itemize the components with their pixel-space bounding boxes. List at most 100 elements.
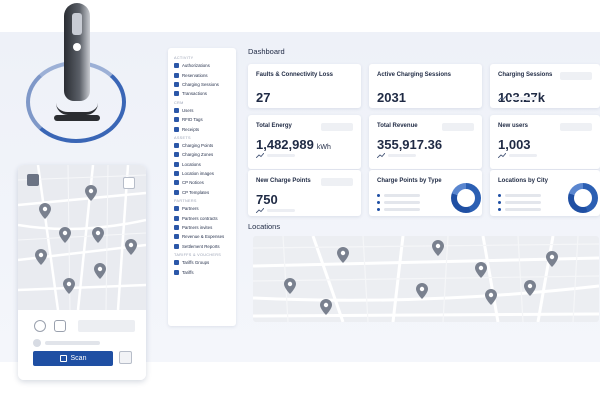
period-dropdown[interactable]	[442, 123, 474, 131]
locations-map-roads	[253, 236, 599, 322]
filter-icon[interactable]	[123, 177, 135, 189]
legend-dot	[377, 201, 380, 204]
sidebar-item[interactable]: Charging Sessions	[168, 80, 236, 89]
legend-placeholder	[505, 201, 541, 204]
locations-map[interactable]	[253, 236, 599, 322]
map-pin-icon[interactable]	[546, 251, 558, 267]
card-value-number: 1,003	[498, 137, 531, 152]
group-icon	[174, 260, 179, 266]
legend-item	[377, 194, 420, 197]
map-pin-icon[interactable]	[320, 299, 332, 315]
sidebar-item[interactable]: Authorizations	[168, 61, 236, 70]
sidebar-item-label: CP Templates	[182, 189, 210, 195]
sidebar-item[interactable]: Charging Zones	[168, 150, 236, 159]
legend-placeholder	[384, 201, 420, 204]
map-pin-icon[interactable]	[524, 280, 536, 296]
plug-icon	[54, 320, 66, 332]
sidebar-item[interactable]: Tariffs	[168, 267, 236, 276]
legend-item	[498, 208, 541, 211]
money-icon	[174, 234, 179, 240]
sidebar-item-label: Tariffs	[182, 269, 194, 275]
map-pin-icon[interactable]	[125, 239, 137, 255]
card-title: New Charge Points	[256, 178, 311, 184]
card-value: 1,482,989 kWh	[256, 137, 331, 152]
stat-card[interactable]: Charging Sessions103.27k	[490, 64, 600, 108]
sidebar-item-label: CP Notices	[182, 180, 204, 186]
map-pin-icon[interactable]	[39, 203, 51, 219]
pin-icon	[174, 161, 179, 167]
map-pin-icon[interactable]	[85, 185, 97, 201]
card-value: 750	[256, 192, 278, 207]
stat-card[interactable]: Active Charging Sessions 2031	[369, 64, 482, 108]
sidebar-item[interactable]: Partners	[168, 204, 236, 213]
menu-icon[interactable]	[27, 174, 39, 186]
stat-card[interactable]: Total Energy 1,482,989 kWh	[248, 115, 361, 169]
sidebar-item[interactable]: RFID Tags	[168, 115, 236, 124]
scan-button[interactable]: Scan	[33, 351, 113, 366]
period-dropdown[interactable]	[321, 123, 353, 131]
donut-chart[interactable]	[568, 183, 598, 213]
trend-placeholder	[509, 97, 537, 100]
trend-placeholder	[388, 154, 416, 157]
sidebar-section-title: ASSETS	[174, 135, 191, 140]
map-pin-icon[interactable]	[284, 278, 296, 294]
tag-icon	[174, 117, 179, 123]
map-pin-icon[interactable]	[92, 227, 104, 243]
map-pin-icon[interactable]	[337, 247, 349, 263]
stat-card[interactable]: Faults & Connectivity Loss 27	[248, 64, 361, 108]
sidebar-item[interactable]: Partners invites	[168, 223, 236, 232]
bell-icon	[174, 180, 179, 186]
report-icon	[174, 243, 179, 249]
card-value-unit: kWh	[316, 144, 331, 151]
sidebar-item[interactable]: Revenue & Expenses	[168, 232, 236, 241]
sidebar-item-label: Authorizations	[182, 63, 210, 69]
sidebar-item[interactable]: Tariffs Groups	[168, 258, 236, 267]
stat-card[interactable]: Total Revenue 355,917.36	[369, 115, 482, 169]
sidebar-item[interactable]: Receipts	[168, 124, 236, 133]
sidebar-section-title: PARTNERS	[174, 199, 197, 204]
card-title: Charge Points by Type	[377, 178, 442, 184]
invite-icon	[174, 225, 179, 231]
stat-card[interactable]: New users 1,003	[490, 115, 600, 169]
map-pin-icon[interactable]	[63, 278, 75, 294]
sidebar-item[interactable]: CP Templates	[168, 188, 236, 197]
sidebar-item[interactable]: Settlement Reports	[168, 242, 236, 251]
period-dropdown[interactable]	[560, 72, 592, 80]
period-dropdown[interactable]	[560, 123, 592, 131]
address-line	[45, 341, 100, 345]
map-pin-icon[interactable]	[59, 227, 71, 243]
legend-item	[377, 201, 420, 204]
receipt-icon	[174, 126, 179, 132]
sidebar-item[interactable]: Transactions	[168, 89, 236, 98]
donut-chart[interactable]	[451, 183, 481, 213]
sidebar-item[interactable]: Locations	[168, 160, 236, 169]
contract-icon	[174, 215, 179, 221]
sidebar-item[interactable]: Partners contracts	[168, 213, 236, 222]
map-pin-icon[interactable]	[432, 240, 444, 256]
sidebar-item[interactable]: Users	[168, 106, 236, 115]
stat-card[interactable]: Charge Points by Type	[369, 170, 482, 216]
sidebar-item[interactable]: CP Notices	[168, 178, 236, 187]
sidebar-item-label: Locations	[182, 161, 201, 167]
legend-item	[498, 201, 541, 204]
calendar-icon	[174, 72, 179, 78]
chat-icon[interactable]	[119, 351, 132, 364]
stat-card[interactable]: New Charge Points 750	[248, 170, 361, 216]
card-title: Locations by City	[498, 178, 549, 184]
map-pin-icon[interactable]	[475, 262, 487, 278]
map-pin-icon[interactable]	[485, 289, 497, 305]
card-value: 1,003	[498, 137, 531, 152]
sidebar-item-label: Reservations	[182, 72, 208, 78]
phone-map[interactable]	[18, 165, 146, 310]
map-pin-icon[interactable]	[35, 249, 47, 265]
sidebar-item[interactable]: Location images	[168, 169, 236, 178]
sidebar-item[interactable]: Charging Points	[168, 141, 236, 150]
stat-card[interactable]: Locations by City	[490, 170, 600, 216]
legend-dot	[498, 208, 501, 211]
trend-up-icon	[256, 208, 264, 213]
sidebar-item[interactable]: Reservations	[168, 70, 236, 79]
sidebar-item-label: Users	[182, 107, 194, 113]
map-pin-icon[interactable]	[416, 283, 428, 299]
map-pin-icon[interactable]	[94, 263, 106, 279]
period-dropdown[interactable]	[321, 178, 353, 186]
